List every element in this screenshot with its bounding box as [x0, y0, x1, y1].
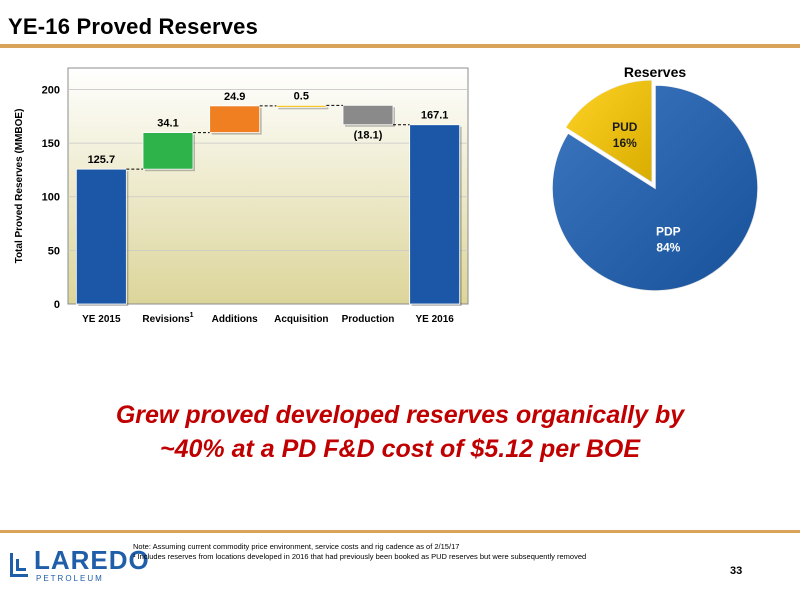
pie-slice-shade [565, 79, 653, 183]
title-divider [0, 44, 800, 48]
tagline: Grew proved developed reserves organical… [40, 398, 760, 466]
logo-subtitle: PETROLEUM [36, 574, 104, 583]
data-label: 0.5 [294, 90, 309, 102]
tagline-line-1: Grew proved developed reserves organical… [115, 401, 685, 429]
tagline-line-2: ~40% at a PD F&D cost of $5.12 per BOE [159, 435, 641, 463]
bar-shadow [278, 107, 329, 110]
x-tick-label: YE 2015 [82, 314, 121, 325]
bar-revisions [142, 132, 194, 170]
pie-label: PDP [656, 225, 681, 239]
pie-title: Reserves [624, 64, 686, 80]
footnote-note: Note: Assuming current commodity price e… [133, 542, 460, 551]
pie-percent: 84% [656, 241, 680, 255]
y-tick-label: 100 [42, 192, 60, 204]
waterfall-chart: 0 50 100 150 200 Total Proved Reserves (MMBOE… [14, 67, 469, 325]
data-label: (18.1) [354, 130, 383, 142]
logo-mark-icon [10, 553, 28, 577]
data-label: 167.1 [421, 110, 449, 122]
page-number: 33 [730, 565, 743, 577]
footnote-marker: 1 [190, 312, 194, 319]
pie-slice-shade [551, 85, 758, 291]
bar-production [342, 104, 394, 126]
bar-ye-2016 [409, 124, 461, 305]
pie-percent: 16% [613, 136, 637, 150]
chart-area: 0 50 100 150 200 Total Proved Reserves (MMBOE… [14, 64, 759, 325]
bar-additions [209, 105, 261, 133]
slide-title: YE-16 Proved Reserves [8, 14, 259, 39]
footer-notes: Note: Assuming current commodity price e… [133, 542, 653, 562]
data-label: 125.7 [88, 154, 116, 166]
logo-wordmark: LAREDO [34, 545, 150, 575]
x-tick-label: Additions [212, 314, 259, 325]
reserves-pie-chart: Reserves PDP 84% PUD 16% [551, 64, 759, 292]
y-tick-label: 150 [42, 138, 60, 150]
y-tick-label: 50 [48, 245, 60, 257]
company-logo: LAREDO PETROLEUM [8, 545, 149, 590]
bar-ye-2015 [75, 168, 127, 305]
data-label: 24.9 [224, 91, 245, 103]
bar-acquisition [275, 104, 327, 108]
y-tick-label: 0 [54, 299, 60, 311]
x-tick-label: Acquisition [274, 314, 328, 325]
y-tick-label: 200 [42, 84, 60, 96]
footnote-1: ¹ Includes reserves from locations devel… [133, 552, 587, 561]
pie-label: PUD [612, 120, 638, 134]
plot-area [67, 67, 469, 305]
footer-divider [0, 530, 800, 533]
x-tick-label: YE 2016 [415, 314, 454, 325]
data-label: 34.1 [157, 118, 178, 130]
x-tick-label: Production [342, 314, 395, 325]
y-axis-label: Total Proved Reserves (MMBOE) [14, 109, 25, 264]
x-tick-label: Revisions1 [142, 312, 193, 325]
